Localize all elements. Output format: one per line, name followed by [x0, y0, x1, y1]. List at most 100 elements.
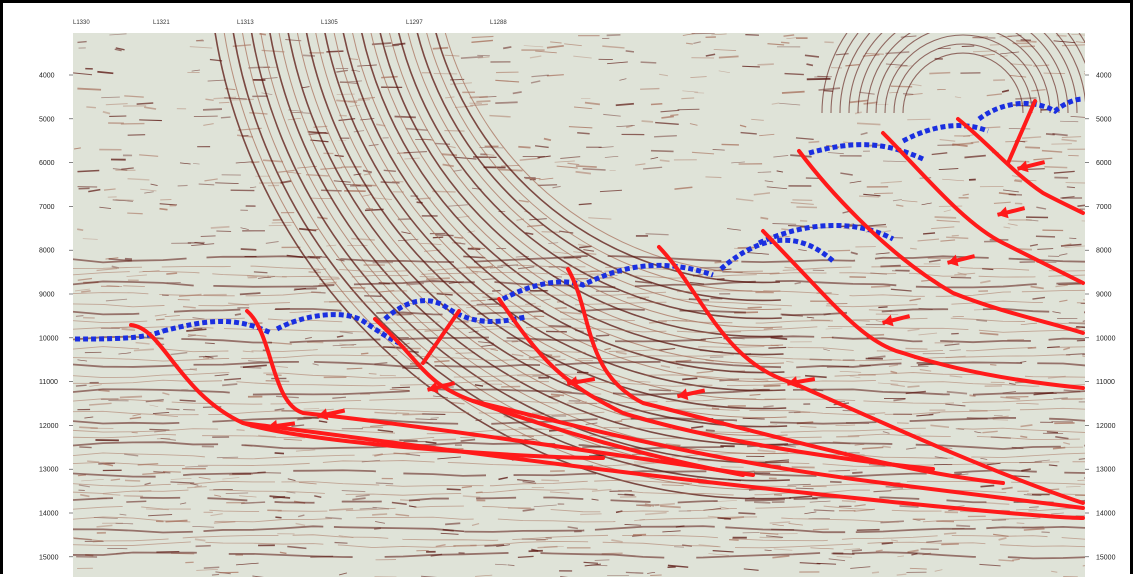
noise-streak [941, 544, 959, 545]
noise-streak [335, 542, 348, 543]
noise-streak [1082, 221, 1105, 222]
left-axis-tick-label: 10000 [39, 335, 59, 342]
noise-streak [872, 572, 879, 573]
noise-streak [742, 66, 760, 67]
noise-streak [126, 501, 146, 502]
noise-streak [87, 461, 99, 462]
noise-streak [303, 55, 315, 56]
noise-streak [132, 432, 138, 433]
noise-streak [122, 329, 135, 330]
trace-label: L1305 [321, 20, 338, 26]
left-axis-tick-label: 9000 [39, 292, 55, 299]
noise-streak [275, 517, 281, 518]
noise-streak [1015, 98, 1036, 99]
noise-streak [1009, 194, 1022, 195]
noise-streak [580, 514, 601, 515]
noise-streak [420, 276, 435, 277]
noise-streak [754, 502, 770, 503]
noise-streak [640, 89, 659, 90]
noise-streak [226, 493, 248, 494]
noise-streak [796, 488, 814, 489]
noise-streak [76, 316, 84, 317]
noise-streak [1047, 432, 1058, 433]
noise-streak [1009, 128, 1030, 129]
noise-streak [984, 127, 1000, 128]
noise-streak [495, 102, 517, 103]
noise-streak [275, 453, 284, 454]
noise-streak [538, 185, 557, 186]
noise-streak [905, 348, 927, 349]
noise-streak [221, 117, 231, 118]
right-axis-tick-label: 7000 [1096, 204, 1112, 211]
noise-streak [77, 42, 86, 43]
noise-streak [852, 550, 862, 551]
noise-streak [79, 427, 98, 428]
right-axis-tick-label: 10000 [1096, 335, 1116, 342]
noise-streak [674, 547, 684, 548]
noise-streak [670, 115, 678, 116]
noise-streak [433, 439, 456, 440]
noise-streak [596, 335, 609, 336]
noise-streak [681, 98, 694, 99]
noise-streak [615, 421, 622, 422]
noise-streak [86, 107, 96, 108]
noise-streak [178, 185, 188, 186]
noise-streak [907, 119, 930, 120]
noise-streak [729, 540, 739, 541]
noise-streak [824, 91, 833, 92]
noise-streak [79, 447, 91, 448]
noise-streak [813, 529, 829, 530]
noise-streak [626, 51, 634, 52]
noise-streak [321, 190, 342, 191]
trace-label: L1330 [73, 20, 90, 26]
right-axis-tick-label: 11000 [1096, 379, 1115, 386]
left-axis-tick-label: 6000 [39, 160, 55, 167]
noise-streak [641, 62, 657, 63]
noise-streak [874, 193, 893, 194]
noise-streak [128, 135, 146, 136]
noise-streak [402, 414, 423, 415]
noise-streak [1075, 495, 1095, 496]
noise-streak [127, 213, 143, 214]
left-axis-tick-label: 12000 [39, 423, 59, 430]
noise-streak [435, 143, 450, 144]
noise-streak [211, 227, 230, 228]
noise-streak [642, 121, 654, 122]
noise-streak [269, 225, 292, 226]
noise-streak [1020, 436, 1027, 437]
noise-streak [203, 109, 222, 110]
seismic-plot-area [73, 3, 1105, 577]
noise-streak [929, 73, 950, 74]
noise-streak [706, 430, 715, 431]
right-depth-axis: 4000500060007000800090001000011000120001… [1085, 73, 1116, 562]
noise-streak [426, 278, 450, 279]
noise-streak [477, 304, 498, 305]
noise-streak [660, 160, 670, 161]
noise-streak [809, 142, 820, 143]
noise-streak [445, 523, 460, 524]
noise-streak [212, 574, 219, 575]
noise-streak [217, 457, 238, 458]
noise-streak [705, 177, 721, 178]
noise-streak [397, 315, 412, 316]
noise-streak [204, 567, 219, 568]
noise-streak [259, 34, 265, 35]
noise-streak [692, 33, 715, 34]
noise-streak [763, 406, 773, 407]
noise-streak [650, 575, 661, 576]
noise-streak [745, 35, 759, 36]
right-axis-tick-label: 9000 [1096, 292, 1112, 299]
noise-streak [764, 386, 781, 387]
noise-streak [748, 307, 762, 308]
trace-label: L1313 [237, 20, 254, 26]
noise-streak [781, 42, 789, 43]
noise-streak [882, 446, 890, 447]
left-axis-tick-label: 13000 [39, 467, 59, 474]
noise-streak [219, 102, 229, 103]
trace-label: L1321 [153, 20, 170, 26]
noise-streak [396, 413, 410, 414]
noise-streak [828, 250, 850, 251]
noise-streak [607, 35, 621, 36]
noise-streak [422, 414, 445, 415]
noise-streak [392, 387, 410, 388]
